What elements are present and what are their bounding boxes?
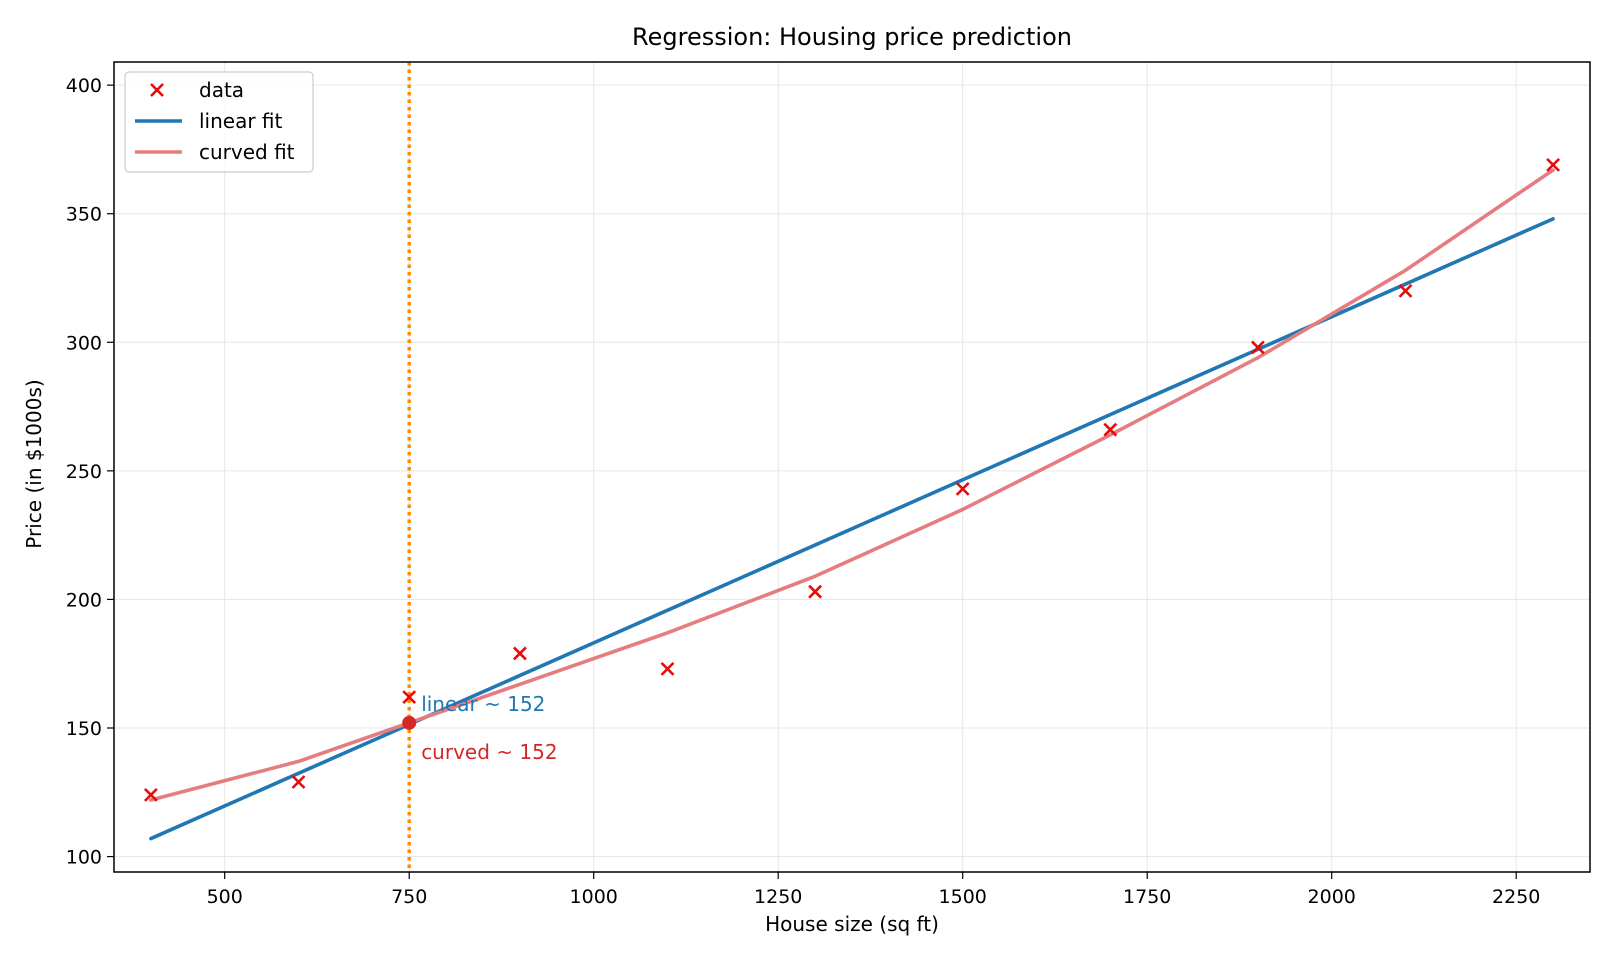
legend-marker-data: [150, 83, 164, 97]
y-axis-label: Price (in $1000s): [22, 379, 46, 548]
y-tick-label: 350: [66, 204, 102, 226]
y-tick-label: 150: [66, 718, 102, 740]
curved-fit-line: [149, 168, 1555, 802]
data-point: [808, 584, 823, 599]
x-tick-label: 1500: [939, 886, 987, 908]
data-point-x-stroke: [660, 661, 675, 676]
x-tick-label: 1750: [1123, 886, 1171, 908]
annotation-label: curved ~ 152: [421, 740, 557, 764]
data-point: [402, 690, 417, 705]
y-tick-label: 250: [66, 461, 102, 483]
data-point: [1546, 157, 1561, 172]
x-axis-label: House size (sq ft): [765, 912, 939, 936]
annotations: linear ~ 152 curved ~ 152: [421, 692, 557, 764]
data-point: [955, 481, 970, 496]
y-tick-label: 400: [66, 75, 102, 97]
data-point: [143, 787, 158, 802]
data-point-x-stroke: [1250, 340, 1265, 355]
x-tick-label: 500: [207, 886, 243, 908]
chart-title: Regression: Housing price prediction: [632, 23, 1072, 51]
data-point-x-stroke: [512, 646, 527, 661]
legend-label: data: [199, 78, 244, 102]
plot-frame: [113, 61, 1591, 873]
x-tick-label: 1000: [570, 886, 618, 908]
legend-label: curved fit: [199, 140, 295, 164]
data-point-x-stroke: [955, 481, 970, 496]
data-point: [660, 661, 675, 676]
x-tick-label: 2000: [1308, 886, 1356, 908]
data-point-x-stroke: [143, 787, 158, 802]
x-tick-label: 2250: [1492, 886, 1540, 908]
linear-fit-line: [149, 217, 1555, 841]
data-point-x-stroke: [1103, 422, 1118, 437]
y-tick-label: 300: [66, 332, 102, 354]
axis-ticks: 500 750 1000 1250 1500 1750 2000 2250 100 150 200 2…: [66, 75, 1541, 908]
x-tick-label: 1250: [754, 886, 802, 908]
data-point: [291, 775, 306, 789]
data-point-x-stroke: [1398, 283, 1413, 298]
legend-label: linear fit: [199, 109, 283, 133]
data-point-x-stroke: [291, 775, 306, 789]
legend-box: [124, 71, 314, 173]
data-point-x-stroke: [808, 584, 823, 599]
y-tick-label: 200: [66, 589, 102, 611]
y-tick-label: 100: [66, 847, 102, 869]
highlight-point: [402, 715, 417, 730]
x-tick-label: 750: [391, 886, 427, 908]
legend: data linear fit curved fit: [124, 71, 314, 173]
data-point: [1250, 340, 1265, 355]
data-point-x-stroke: [402, 690, 417, 705]
plot-series: [143, 62, 1561, 872]
data-point-x-stroke: [1546, 157, 1561, 172]
data-point: [512, 646, 527, 661]
annotation-label: linear ~ 152: [421, 692, 545, 716]
grid-lines: [114, 62, 1590, 872]
data-point: [1398, 283, 1413, 298]
data-point: [1103, 422, 1118, 437]
